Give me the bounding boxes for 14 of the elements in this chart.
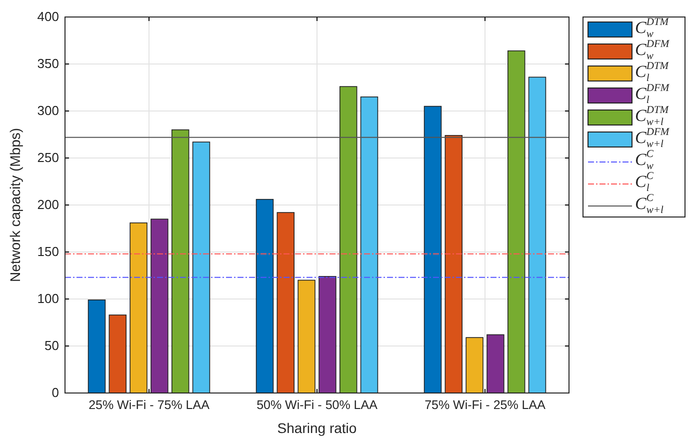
x-tick-label: 75% Wi-Fi - 25% LAA [424,398,546,412]
y-tick-label: 50 [44,338,59,354]
y-axis-title: Network capacity (Mbps) [7,128,23,282]
y-tick-label: 300 [37,103,59,118]
y-tick-label: 250 [37,150,59,166]
y-tick-label: 200 [37,197,59,212]
x-axis-title: Sharing ratio [277,420,357,436]
x-tick-label: 25% Wi-Fi - 75% LAA [88,398,210,412]
y-tick-label: 100 [37,291,59,306]
x-tick-label: 50% Wi-Fi - 50% LAA [256,398,378,412]
y-tick-label: 0 [52,385,59,400]
y-tick-label: 400 [37,9,59,24]
y-tick-label: 350 [37,56,59,72]
y-tick-label: 150 [37,244,59,260]
